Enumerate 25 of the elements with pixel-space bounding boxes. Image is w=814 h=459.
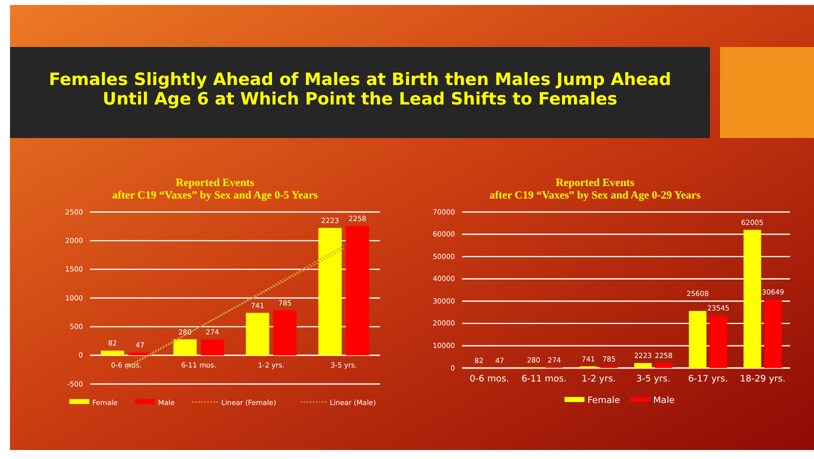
x-tick-label: 6-17 yrs. — [688, 374, 728, 384]
legend-label: Male — [653, 396, 676, 406]
bar — [634, 363, 652, 368]
bar — [128, 352, 152, 356]
legend-label: Female — [588, 396, 621, 406]
bar — [200, 340, 224, 356]
x-tick-label: 1-2 yrs. — [582, 374, 616, 384]
x-tick-label: 18-29 yrs. — [740, 374, 786, 384]
bar — [710, 316, 728, 368]
bar — [764, 300, 782, 368]
bar — [744, 230, 762, 368]
bar — [346, 226, 370, 356]
x-tick-label: 6-11 mos. — [521, 374, 567, 384]
bar — [246, 312, 270, 356]
x-tick-label: 0-6 mos. — [470, 374, 510, 384]
chart-title: Reported Events after C19 “Vaxes” by Sex and Age 0-29 Years — [489, 177, 702, 202]
x-tick-label: 3-5 yrs. — [636, 374, 670, 384]
text: Females Slightly Ahead of Males at Birth then Males Jump Ahead Until Age 6 at Which Point the Lead Shifts to Females — [48, 70, 672, 110]
bar — [688, 310, 706, 368]
bar — [273, 310, 297, 356]
chart-title: Reported Events after C19 “Vaxes” by Sex and Age 0-5 Years — [112, 177, 318, 202]
bar — [318, 228, 342, 356]
bar — [654, 362, 672, 368]
bar — [173, 339, 197, 356]
bar — [100, 350, 124, 356]
